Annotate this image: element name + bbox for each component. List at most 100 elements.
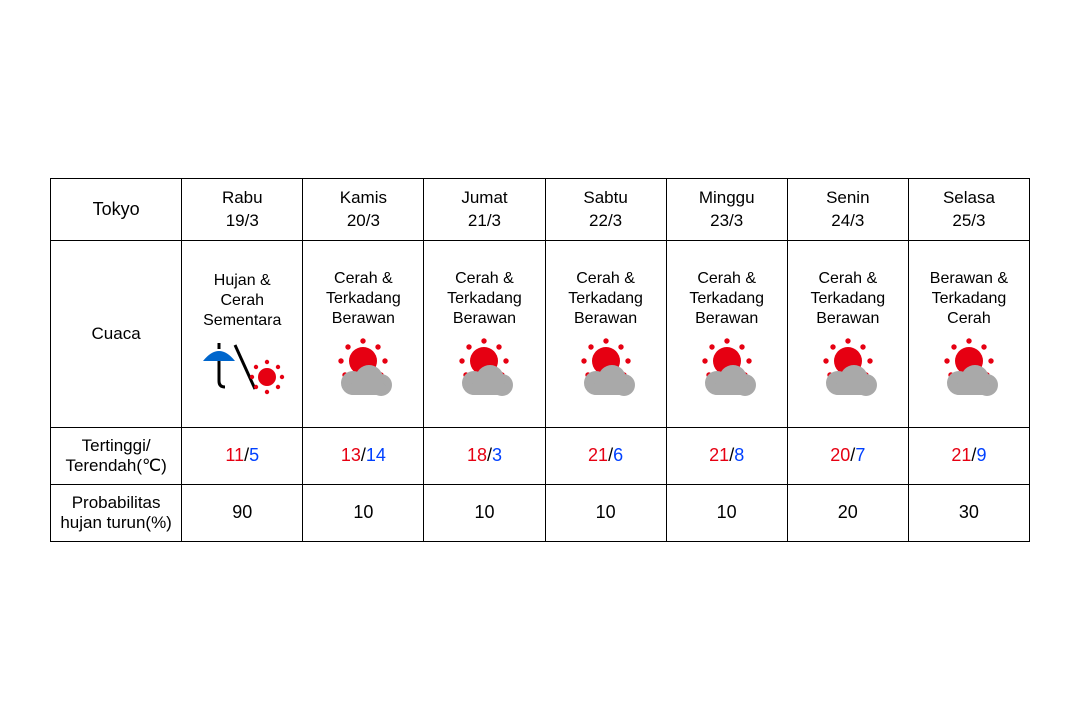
prob-cell: 90 bbox=[182, 484, 303, 541]
row-label-prob: Probabilitas hujan turun(%) bbox=[51, 484, 182, 541]
date: 21/3 bbox=[468, 211, 501, 230]
temp-low: 9 bbox=[976, 445, 986, 465]
wx-line: Terkadang bbox=[326, 290, 401, 307]
day-header: Kamis 20/3 bbox=[303, 179, 424, 240]
temp-low: 7 bbox=[855, 445, 865, 465]
weather-cell: Cerah & Terkadang Berawan bbox=[787, 240, 908, 427]
wx-line: Cerah & bbox=[576, 270, 635, 287]
temp-low: 3 bbox=[492, 445, 502, 465]
date: 22/3 bbox=[589, 211, 622, 230]
prob-cell: 10 bbox=[424, 484, 545, 541]
cloud-partly-sunny-icon bbox=[913, 335, 1025, 399]
temp-high: 21 bbox=[709, 445, 729, 465]
wx-line: Berawan bbox=[816, 310, 879, 327]
precip-row: Probabilitas hujan turun(%) 90 10 10 10 … bbox=[51, 484, 1030, 541]
day-of-week: Senin bbox=[826, 188, 869, 207]
day-of-week: Kamis bbox=[340, 188, 387, 207]
temp-cell: 21/6 bbox=[545, 427, 666, 484]
wx-line: Terkadang bbox=[810, 290, 885, 307]
date: 19/3 bbox=[226, 211, 259, 230]
temp-label-line2: Terendah(℃) bbox=[65, 456, 166, 475]
weather-cell: Cerah & Terkadang Berawan bbox=[303, 240, 424, 427]
wx-line: Terkadang bbox=[932, 290, 1007, 307]
wx-line: Berawan bbox=[695, 310, 758, 327]
wx-line: Berawan bbox=[332, 310, 395, 327]
day-header: Minggu 23/3 bbox=[666, 179, 787, 240]
wx-line: Cerah & bbox=[697, 270, 756, 287]
sun-partly-cloudy-icon bbox=[671, 335, 783, 399]
wx-line: Terkadang bbox=[568, 290, 643, 307]
wx-line: Berawan bbox=[574, 310, 637, 327]
prob-cell: 30 bbox=[908, 484, 1029, 541]
day-header: Rabu 19/3 bbox=[182, 179, 303, 240]
day-of-week: Rabu bbox=[222, 188, 263, 207]
day-of-week: Selasa bbox=[943, 188, 995, 207]
weather-text: Cerah & Terkadang Berawan bbox=[550, 269, 662, 329]
weather-cell: Berawan & Terkadang Cerah bbox=[908, 240, 1029, 427]
day-of-week: Minggu bbox=[699, 188, 755, 207]
table-header-row: Tokyo Rabu 19/3 Kamis 20/3 Jumat 21/3 Sa… bbox=[51, 179, 1030, 240]
weather-cell: Cerah & Terkadang Berawan bbox=[424, 240, 545, 427]
weather-row: Cuaca Hujan & Cerah Sementara bbox=[51, 240, 1030, 427]
weather-forecast-table: Tokyo Rabu 19/3 Kamis 20/3 Jumat 21/3 Sa… bbox=[50, 178, 1030, 541]
row-label-weather: Cuaca bbox=[51, 240, 182, 427]
day-header: Selasa 25/3 bbox=[908, 179, 1029, 240]
prob-label-line2: hujan turun(%) bbox=[60, 513, 172, 532]
temp-low: 8 bbox=[734, 445, 744, 465]
sun-partly-cloudy-icon bbox=[792, 335, 904, 399]
weather-text: Cerah & Terkadang Berawan bbox=[428, 269, 540, 329]
temp-cell: 18/3 bbox=[424, 427, 545, 484]
prob-label-line1: Probabilitas bbox=[72, 493, 161, 512]
row-label-temp: Tertinggi/ Terendah(℃) bbox=[51, 427, 182, 484]
weather-text: Cerah & Terkadang Berawan bbox=[671, 269, 783, 329]
temp-cell: 21/8 bbox=[666, 427, 787, 484]
wx-line: Cerah & bbox=[455, 270, 514, 287]
date: 25/3 bbox=[952, 211, 985, 230]
temp-low: 6 bbox=[613, 445, 623, 465]
prob-cell: 10 bbox=[545, 484, 666, 541]
temp-cell: 21/9 bbox=[908, 427, 1029, 484]
day-header: Senin 24/3 bbox=[787, 179, 908, 240]
weather-text: Cerah & Terkadang Berawan bbox=[792, 269, 904, 329]
wx-line: Berawan bbox=[453, 310, 516, 327]
weather-text: Berawan & Terkadang Cerah bbox=[913, 269, 1025, 329]
wx-line: Cerah bbox=[947, 310, 991, 327]
wx-line: Cerah bbox=[220, 292, 264, 309]
wx-line: Cerah & bbox=[334, 270, 393, 287]
weather-cell: Cerah & Terkadang Berawan bbox=[545, 240, 666, 427]
temp-high: 11 bbox=[225, 445, 244, 465]
wx-line: Hujan & bbox=[214, 272, 271, 289]
weather-cell: Hujan & Cerah Sementara bbox=[182, 240, 303, 427]
wx-line: Terkadang bbox=[447, 290, 522, 307]
temp-high: 21 bbox=[588, 445, 608, 465]
date: 20/3 bbox=[347, 211, 380, 230]
prob-cell: 10 bbox=[303, 484, 424, 541]
city-header: Tokyo bbox=[51, 179, 182, 240]
wx-line: Cerah & bbox=[818, 270, 877, 287]
sun-partly-cloudy-icon bbox=[428, 335, 540, 399]
wx-line: Terkadang bbox=[689, 290, 764, 307]
day-of-week: Sabtu bbox=[583, 188, 627, 207]
rain-then-sun-icon bbox=[186, 337, 298, 397]
temp-high: 13 bbox=[341, 445, 361, 465]
weather-cell: Cerah & Terkadang Berawan bbox=[666, 240, 787, 427]
date: 24/3 bbox=[831, 211, 864, 230]
date: 23/3 bbox=[710, 211, 743, 230]
wx-line: Berawan & bbox=[930, 270, 1008, 287]
weather-text: Cerah & Terkadang Berawan bbox=[307, 269, 419, 329]
temp-low: 5 bbox=[249, 445, 259, 465]
weather-text: Hujan & Cerah Sementara bbox=[186, 271, 298, 331]
temp-low: 14 bbox=[366, 445, 386, 465]
temp-cell: 20/7 bbox=[787, 427, 908, 484]
temp-high: 21 bbox=[951, 445, 971, 465]
temp-high: 18 bbox=[467, 445, 487, 465]
wx-line: Sementara bbox=[203, 312, 281, 329]
temp-label-line1: Tertinggi/ bbox=[82, 436, 151, 455]
sun-partly-cloudy-icon bbox=[307, 335, 419, 399]
temp-cell: 11/5 bbox=[182, 427, 303, 484]
day-header: Sabtu 22/3 bbox=[545, 179, 666, 240]
day-of-week: Jumat bbox=[461, 188, 507, 207]
temp-cell: 13/14 bbox=[303, 427, 424, 484]
temp-high: 20 bbox=[830, 445, 850, 465]
prob-cell: 10 bbox=[666, 484, 787, 541]
